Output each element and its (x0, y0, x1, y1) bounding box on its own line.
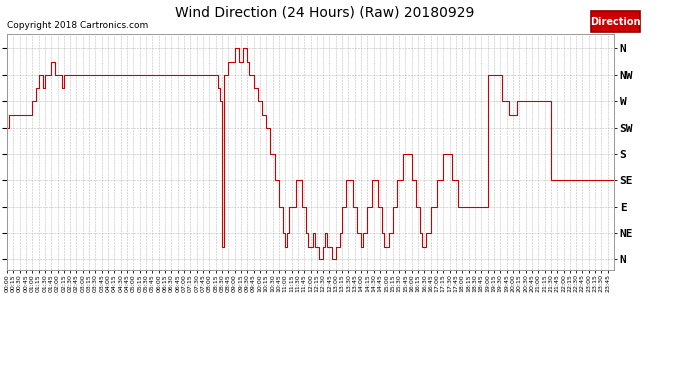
Text: Copyright 2018 Cartronics.com: Copyright 2018 Cartronics.com (7, 21, 148, 30)
Text: Direction: Direction (590, 16, 641, 27)
Text: Wind Direction (24 Hours) (Raw) 20180929: Wind Direction (24 Hours) (Raw) 20180929 (175, 6, 474, 20)
